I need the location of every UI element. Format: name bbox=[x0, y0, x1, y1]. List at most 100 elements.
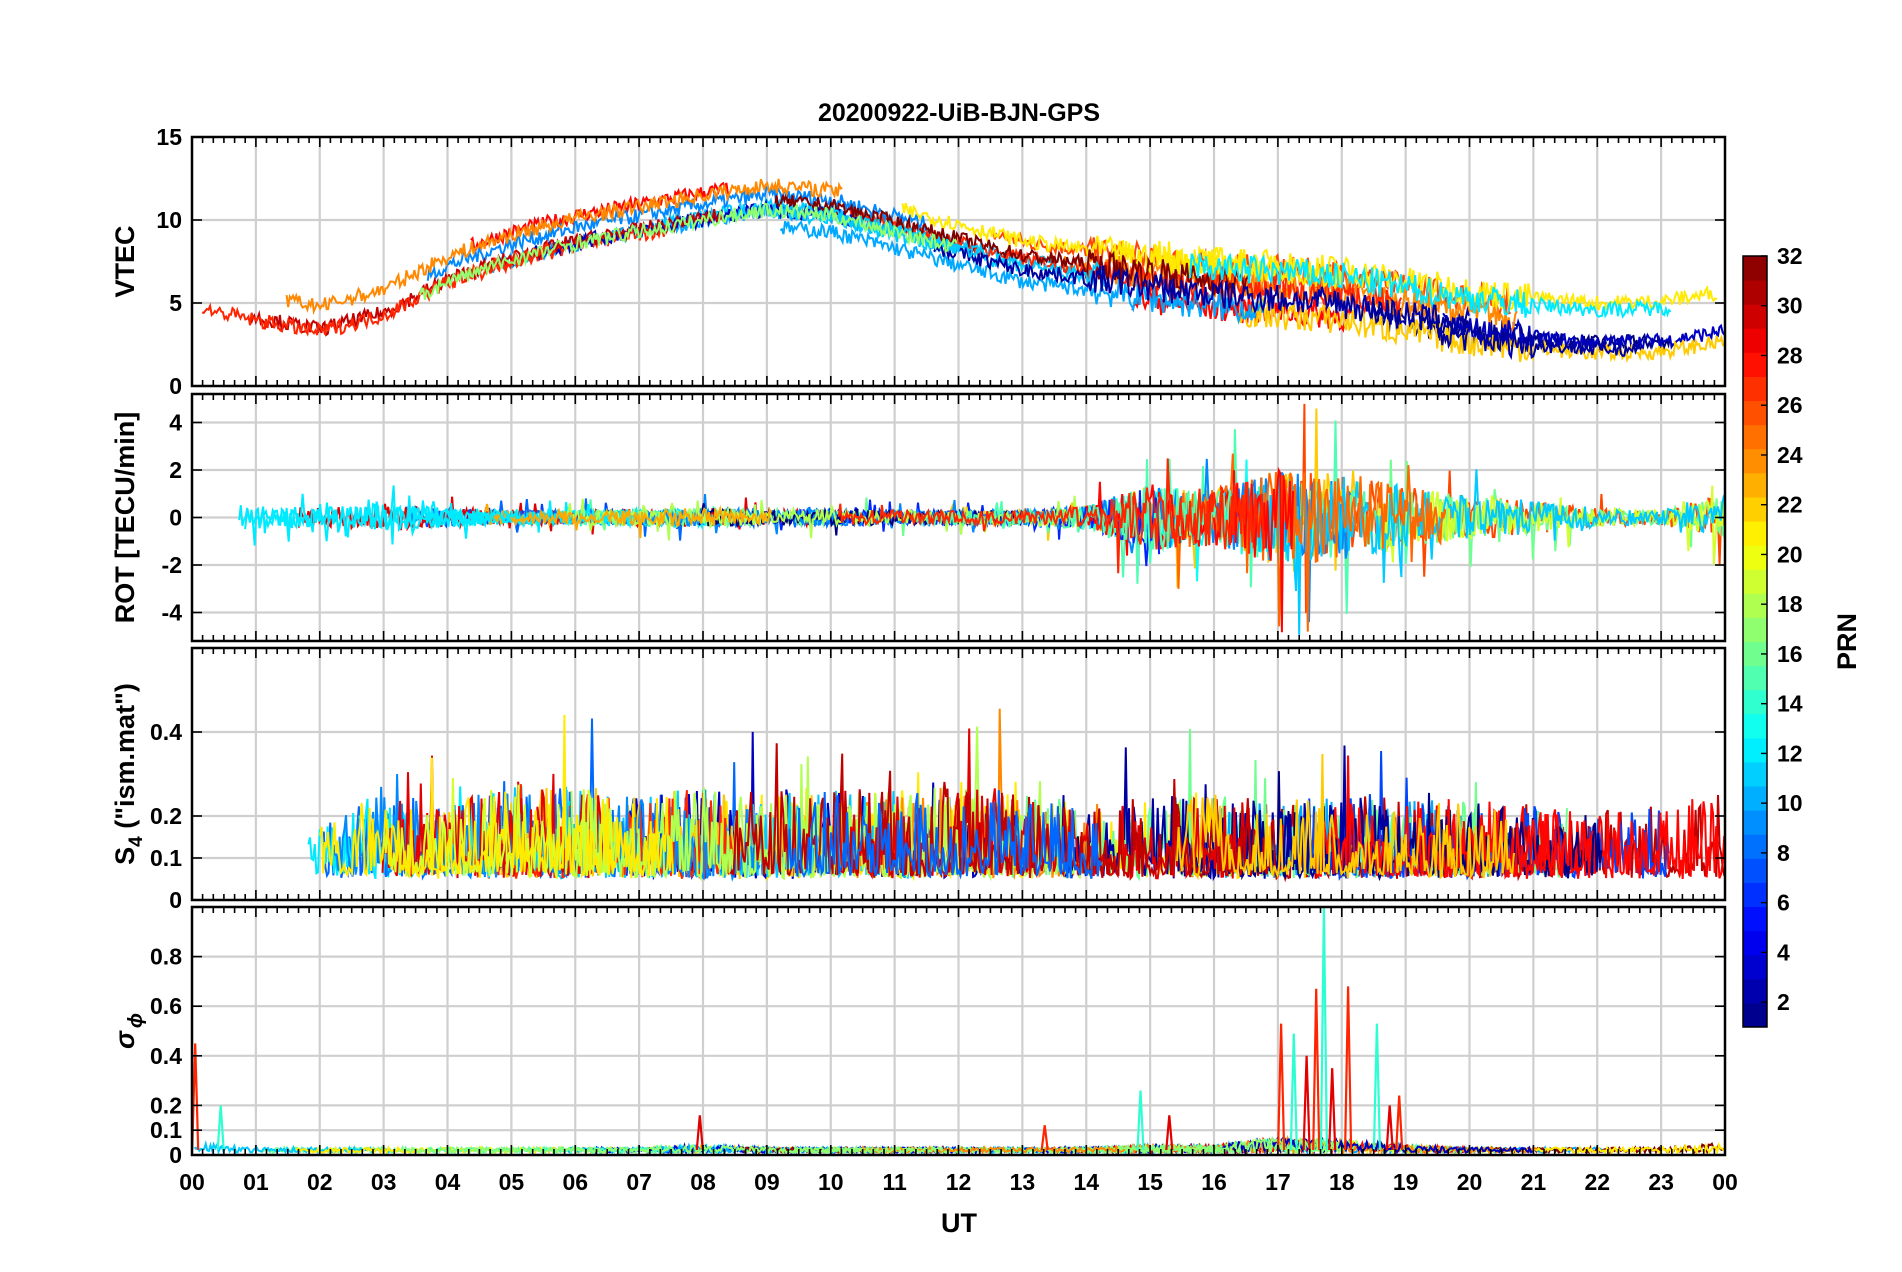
x-tick-label: 23 bbox=[1648, 1169, 1674, 1195]
x-tick-label: 09 bbox=[754, 1169, 780, 1195]
y-axis-label: σϕ bbox=[110, 1013, 147, 1049]
x-tick-label: 21 bbox=[1521, 1169, 1547, 1195]
satellite-trace bbox=[1426, 317, 1645, 361]
colorbar-tick-label: 8 bbox=[1777, 840, 1790, 866]
sigma-phi-spike bbox=[1302, 1055, 1311, 1151]
colorbar-segment bbox=[1743, 665, 1767, 691]
colorbar-segment bbox=[1743, 786, 1767, 811]
colorbar-tick-label: 20 bbox=[1777, 541, 1803, 567]
colorbar-segment bbox=[1743, 617, 1767, 642]
trace-group bbox=[201, 178, 1725, 363]
colorbar-segment bbox=[1743, 713, 1767, 739]
y-tick-label: 0 bbox=[169, 887, 182, 913]
colorbar-tick-label: 32 bbox=[1777, 243, 1803, 269]
colorbar-segment bbox=[1743, 954, 1767, 980]
sigma-phi-spike bbox=[1040, 1125, 1049, 1151]
x-tick-label: 00 bbox=[1712, 1169, 1738, 1195]
x-tick-label: 15 bbox=[1137, 1169, 1163, 1195]
colorbar-segment bbox=[1743, 400, 1767, 426]
y-axis-label: S4 ("ism.mat") bbox=[110, 683, 147, 865]
satellite-trace bbox=[1189, 252, 1672, 319]
y-tick-label: 0.6 bbox=[150, 993, 182, 1019]
satellite-trace bbox=[933, 240, 1470, 337]
rot-panel: -4 -2 0 2 4 ROT [TECU/min] bbox=[110, 392, 1727, 643]
s4-panel: 0 0.1 0.2 0.4S4 ("ism.mat") bbox=[110, 646, 1727, 913]
x-tick-label: 05 bbox=[499, 1169, 525, 1195]
y-tick-label: 15 bbox=[156, 124, 182, 150]
x-tick-marks bbox=[191, 648, 1726, 900]
colorbar-tick-label: 28 bbox=[1777, 342, 1803, 368]
x-tick-label: 07 bbox=[626, 1169, 652, 1195]
colorbar-frame bbox=[1742, 255, 1768, 1028]
satellite-trace bbox=[238, 499, 512, 545]
colorbar-tick-label: 22 bbox=[1777, 492, 1803, 518]
colorbar-segment bbox=[1743, 424, 1767, 450]
y-tick-label: 5 bbox=[169, 290, 182, 316]
colorbar-tick-label: 10 bbox=[1777, 790, 1803, 816]
satellite-trace bbox=[1222, 1136, 1534, 1155]
satellite-trace bbox=[1238, 296, 1725, 363]
x-tick-marks bbox=[191, 907, 1726, 1155]
satellite-trace bbox=[901, 202, 1344, 289]
y-axis-label: ROT [TECU/min] bbox=[110, 412, 140, 623]
colorbar-segment bbox=[1743, 545, 1767, 570]
satellite-trace bbox=[837, 458, 1266, 574]
x-axis-label: UT bbox=[941, 1208, 977, 1238]
y-tick-label: -2 bbox=[162, 552, 182, 578]
colorbar-tick-label: 18 bbox=[1777, 591, 1803, 617]
sigma-phi-spike bbox=[1312, 988, 1321, 1151]
x-tick-label: 14 bbox=[1073, 1169, 1099, 1195]
x-tick-label: 08 bbox=[690, 1169, 716, 1195]
colorbar-segment bbox=[1743, 256, 1767, 281]
colorbar-tick-label: 4 bbox=[1777, 939, 1790, 965]
sigma-phi-spike bbox=[1395, 1095, 1404, 1151]
sigma-phi-spike bbox=[1385, 1105, 1394, 1151]
y-tick-label: 4 bbox=[169, 410, 182, 436]
colorbar-tick-label: 2 bbox=[1777, 989, 1790, 1015]
x-tick-label: 12 bbox=[946, 1169, 972, 1195]
colorbar-segment bbox=[1743, 569, 1767, 594]
colorbar-segment bbox=[1743, 978, 1767, 1004]
y-tick-label: 0.4 bbox=[150, 1043, 182, 1069]
sigma-phi-spike bbox=[1289, 1033, 1298, 1151]
x-tick-label: 22 bbox=[1584, 1169, 1610, 1195]
satellite-trace bbox=[1442, 312, 1725, 353]
colorbar-segment bbox=[1743, 906, 1767, 932]
colorbar-segment bbox=[1743, 834, 1767, 859]
vtec-panel: 0 5 10 15 VTEC bbox=[110, 124, 1727, 399]
ut-x-axis: 00 01 02 03 04 05 06 07 08 09 10 11 12 13 14 15 16 17 18 19… bbox=[179, 1169, 1738, 1195]
colorbar-segment bbox=[1743, 593, 1767, 618]
colorbar-tick-label: 12 bbox=[1777, 740, 1803, 766]
y-tick-label: 0.4 bbox=[150, 719, 182, 745]
x-tick-label: 11 bbox=[882, 1169, 907, 1195]
y-tick-label: 0 bbox=[169, 505, 182, 531]
y-tick-label: 0.8 bbox=[150, 944, 182, 970]
sigma-phi-spike bbox=[695, 1115, 704, 1151]
figure-title: 20200922-UiB-BJN-GPS bbox=[818, 99, 1100, 127]
y-tick-label: 10 bbox=[156, 207, 182, 233]
y-tick-label: 0.1 bbox=[150, 1117, 182, 1143]
sigma-phi-spike bbox=[1277, 1023, 1286, 1151]
colorbar-tick-label: 6 bbox=[1777, 890, 1790, 916]
y-tick-label: 0.2 bbox=[150, 1092, 182, 1118]
sigma-phi-spike bbox=[1319, 907, 1328, 1151]
satellite-trace bbox=[319, 714, 674, 879]
x-tick-marks bbox=[191, 394, 1726, 641]
x-tick-label: 00 bbox=[179, 1169, 205, 1195]
y-tick-label: -4 bbox=[162, 600, 183, 626]
x-tick-label: 13 bbox=[1010, 1169, 1036, 1195]
colorbar-segment bbox=[1743, 761, 1767, 787]
sigma-phi-spike bbox=[1344, 986, 1353, 1151]
colorbar-segment bbox=[1743, 858, 1767, 883]
colorbar-segment bbox=[1743, 737, 1767, 763]
x-tick-label: 06 bbox=[562, 1169, 588, 1195]
colorbar-tick-label: 26 bbox=[1777, 392, 1803, 418]
satellite-trace bbox=[484, 503, 773, 539]
x-tick-label: 16 bbox=[1201, 1169, 1227, 1195]
satellite-trace bbox=[729, 743, 1284, 881]
colorbar-segment bbox=[1743, 376, 1767, 402]
satellite-trace bbox=[1176, 753, 1515, 881]
satellite-trace bbox=[1374, 485, 1725, 565]
y-tick-label: 0 bbox=[169, 373, 182, 399]
